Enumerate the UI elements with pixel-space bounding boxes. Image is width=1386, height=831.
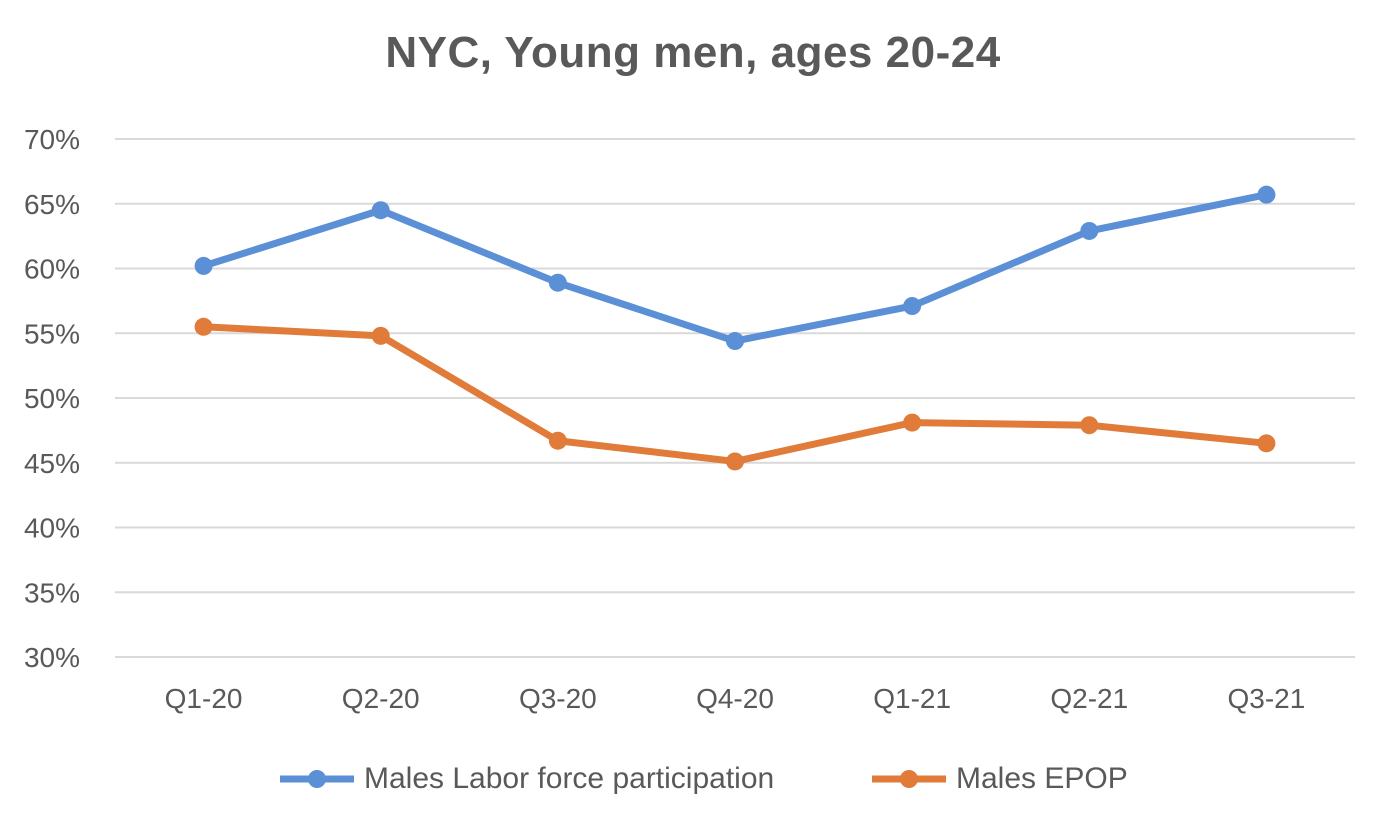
data-point bbox=[1080, 221, 1099, 240]
y-tick-label: 50% bbox=[24, 383, 80, 414]
data-point bbox=[1080, 416, 1099, 435]
legend-label-epop: Males EPOP bbox=[956, 762, 1128, 795]
data-point bbox=[726, 332, 744, 351]
data-point bbox=[726, 452, 744, 471]
legend-swatch-labor-force bbox=[280, 770, 354, 788]
x-tick-label: Q2-20 bbox=[342, 683, 420, 714]
data-point bbox=[1257, 185, 1276, 204]
y-tick-label: 70% bbox=[24, 124, 80, 155]
y-tick-label: 35% bbox=[24, 577, 80, 608]
x-tick-label: Q1-21 bbox=[873, 683, 951, 714]
data-point bbox=[194, 256, 213, 275]
data-point bbox=[548, 431, 567, 450]
y-tick-label: 45% bbox=[24, 448, 80, 479]
data-point bbox=[903, 297, 922, 316]
x-tick-label: Q2-21 bbox=[1050, 683, 1128, 714]
y-tick-label: 55% bbox=[24, 318, 80, 349]
data-point bbox=[1257, 434, 1276, 453]
data-point bbox=[194, 317, 213, 336]
y-tick-label: 40% bbox=[24, 513, 80, 544]
data-point bbox=[371, 326, 390, 345]
x-tick-label: Q1-20 bbox=[165, 683, 243, 714]
data-point bbox=[548, 273, 567, 292]
legend: Males Labor force participation Males EP… bbox=[0, 754, 1386, 804]
chart-title: NYC, Young men, ages 20-24 bbox=[385, 28, 1001, 77]
data-point bbox=[903, 413, 922, 432]
x-tick-label: Q3-20 bbox=[519, 683, 597, 714]
legend-swatch-epop bbox=[872, 770, 946, 788]
legend-item-epop: Males EPOP bbox=[870, 754, 1128, 804]
data-point bbox=[371, 201, 390, 220]
legend-item-labor-force: Males Labor force participation bbox=[278, 754, 774, 804]
x-tick-label: Q4-20 bbox=[696, 683, 774, 714]
legend-label-labor-force: Males Labor force participation bbox=[364, 762, 775, 795]
y-tick-label: 30% bbox=[24, 642, 80, 673]
y-tick-label: 60% bbox=[24, 254, 80, 285]
x-tick-label: Q3-21 bbox=[1228, 683, 1306, 714]
y-tick-label: 65% bbox=[24, 189, 80, 220]
